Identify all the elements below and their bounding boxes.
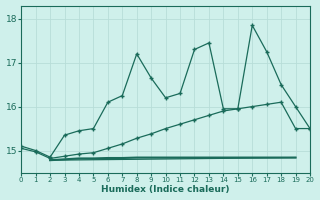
X-axis label: Humidex (Indice chaleur): Humidex (Indice chaleur) <box>101 185 230 194</box>
